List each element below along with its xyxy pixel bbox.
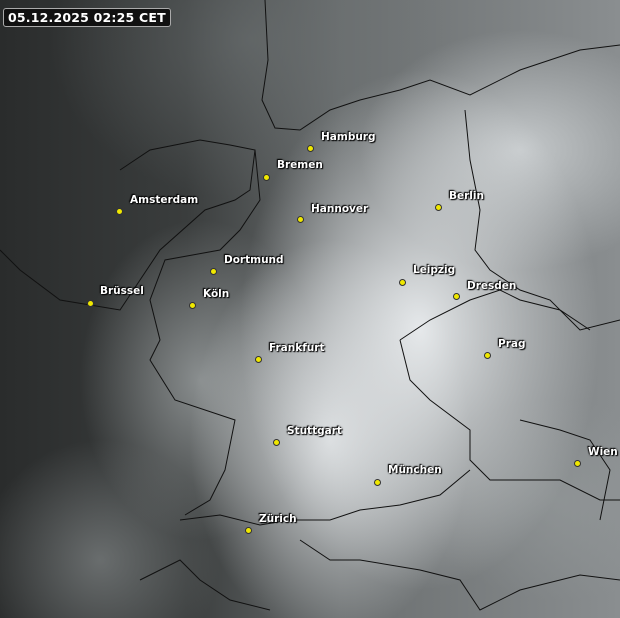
city-label: Dortmund: [224, 254, 284, 266]
city-label: Wien: [588, 446, 618, 458]
city-label: Leipzig: [413, 264, 456, 276]
city-dot-icon: [374, 479, 381, 486]
city-dot-icon: [263, 174, 270, 181]
city-label: München: [388, 464, 442, 476]
city-label: Amsterdam: [130, 194, 199, 206]
city-label: Hamburg: [321, 131, 376, 143]
city-dot-icon: [399, 279, 406, 286]
city-label: Hannover: [311, 203, 369, 215]
city-label: Brüssel: [100, 285, 144, 297]
city-dot-icon: [307, 145, 314, 152]
city-label: Stuttgart: [287, 425, 342, 437]
city-dot-icon: [255, 356, 262, 363]
city-dot-icon: [210, 268, 217, 275]
city-dot-icon: [297, 216, 304, 223]
city-label: Zürich: [259, 513, 297, 525]
city-dot-icon: [87, 300, 94, 307]
city-dot-icon: [245, 527, 252, 534]
city-dot-icon: [435, 204, 442, 211]
city-label: Frankfurt: [269, 342, 325, 354]
timestamp-label: 05.12.2025 02:25 CET: [3, 8, 171, 27]
city-dot-icon: [453, 293, 460, 300]
city-dot-icon: [189, 302, 196, 309]
city-dot-icon: [273, 439, 280, 446]
city-dot-icon: [116, 208, 123, 215]
city-dot-icon: [484, 352, 491, 359]
city-dot-icon: [574, 460, 581, 467]
city-label: Bremen: [277, 159, 323, 171]
city-label: Prag: [498, 338, 526, 350]
city-label: Köln: [203, 288, 230, 300]
city-label: Dresden: [467, 280, 517, 292]
city-label: Berlin: [449, 190, 484, 202]
